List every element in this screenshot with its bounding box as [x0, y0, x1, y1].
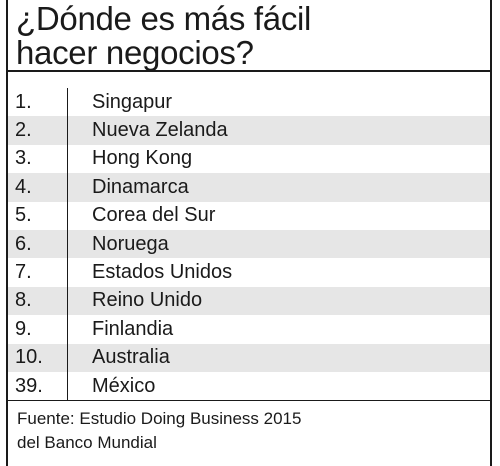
country-cell: Reino Unido — [92, 289, 203, 312]
rank-cell: 9. — [8, 315, 68, 344]
country-cell: Estados Unidos — [92, 261, 233, 284]
source-line-1: Fuente: Estudio Doing Business 2015 — [17, 409, 302, 429]
rank-cell: 5. — [8, 201, 68, 230]
rank-cell: 10. — [8, 343, 68, 372]
country-cell: Corea del Sur — [92, 204, 216, 227]
table-row: 1. Singapur — [8, 88, 490, 117]
ranking-table-wrapper: 1. Singapur 2. Nueva Zelanda 3. Hong Kon… — [8, 72, 490, 402]
country-cell: Finlandia — [92, 317, 174, 340]
table-row: 39. México — [8, 371, 490, 401]
country-cell: Dinamarca — [92, 175, 189, 198]
rank-cell: 4. — [8, 173, 68, 202]
table-row: 3. Hong Kong — [8, 144, 490, 174]
rank-cell: 39. — [8, 371, 68, 401]
rank-cell: 1. — [8, 88, 68, 117]
country-cell: Nueva Zelanda — [92, 119, 228, 142]
title-line-2: hacer negocios? — [16, 34, 254, 71]
source-note: Fuente: Estudio Doing Business 2015 del … — [8, 401, 490, 455]
country-cell: Noruega — [92, 232, 169, 255]
rank-cell: 8. — [8, 286, 68, 316]
table-row: 5. Corea del Sur — [8, 201, 490, 230]
table-row: 6. Noruega — [8, 229, 490, 259]
country-cell: México — [92, 374, 156, 397]
country-cell: Australia — [92, 346, 170, 369]
rank-cell: 7. — [8, 258, 68, 287]
ranking-card: ¿Dónde es más fácil hacer negocios? 1. S… — [6, 0, 492, 466]
table-row: 7. Estados Unidos — [8, 258, 490, 287]
source-line-2: del Banco Mundial — [17, 433, 157, 453]
ranking-table: 1. Singapur 2. Nueva Zelanda 3. Hong Kon… — [8, 88, 490, 401]
rank-cell: 3. — [8, 144, 68, 174]
table-row: 8. Reino Unido — [8, 286, 490, 316]
rank-cell: 6. — [8, 229, 68, 259]
page-title: ¿Dónde es más fácil hacer negocios? — [8, 0, 490, 72]
country-cell: Hong Kong — [92, 147, 193, 170]
table-row: 2. Nueva Zelanda — [8, 116, 490, 145]
table-row: 4. Dinamarca — [8, 173, 490, 202]
table-row: 9. Finlandia — [8, 315, 490, 344]
country-cell: Singapur — [92, 90, 173, 113]
rank-cell: 2. — [8, 116, 68, 145]
table-row: 10. Australia — [8, 343, 490, 372]
title-line-1: ¿Dónde es más fácil — [16, 0, 312, 37]
